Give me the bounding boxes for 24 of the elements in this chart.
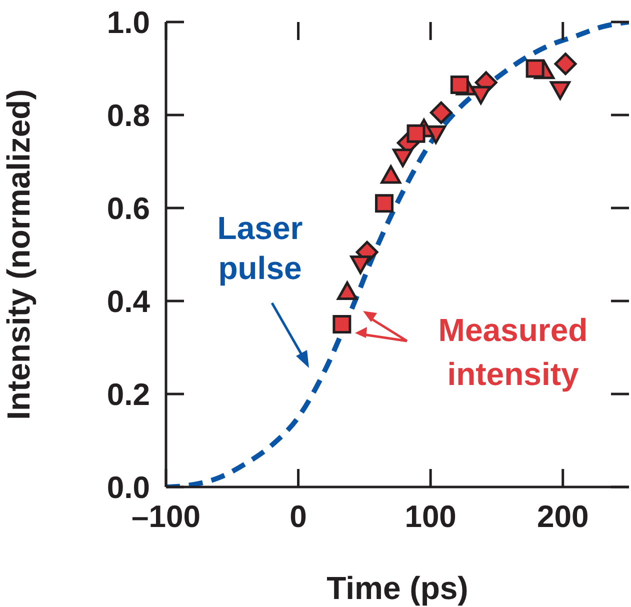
y-axis-title: Intensity (normalized)	[0, 89, 36, 420]
point	[430, 101, 452, 124]
x-tick-label: 200	[536, 499, 589, 534]
point	[450, 76, 469, 94]
point	[406, 124, 426, 143]
y-tick-label: 0.6	[106, 191, 150, 226]
annotation: Laser pulse	[216, 209, 304, 288]
x-tick-label: 0	[290, 499, 307, 534]
x-axis-title: Time (ps)	[326, 570, 468, 606]
y-tick-label: 1.0	[106, 5, 150, 40]
y-tick-label: 0.8	[106, 98, 150, 134]
point	[350, 256, 371, 274]
point	[554, 52, 577, 76]
y-tick-label: 0.4	[106, 284, 151, 320]
point	[332, 315, 352, 334]
annotation: Measured intensity	[437, 311, 589, 394]
point	[470, 86, 492, 104]
point	[380, 165, 402, 184]
y-tick-label: 0.2	[106, 377, 150, 412]
point	[336, 281, 358, 300]
point	[392, 148, 414, 168]
point	[375, 194, 394, 213]
x-tick-label: 100	[404, 499, 456, 534]
point	[550, 81, 570, 100]
